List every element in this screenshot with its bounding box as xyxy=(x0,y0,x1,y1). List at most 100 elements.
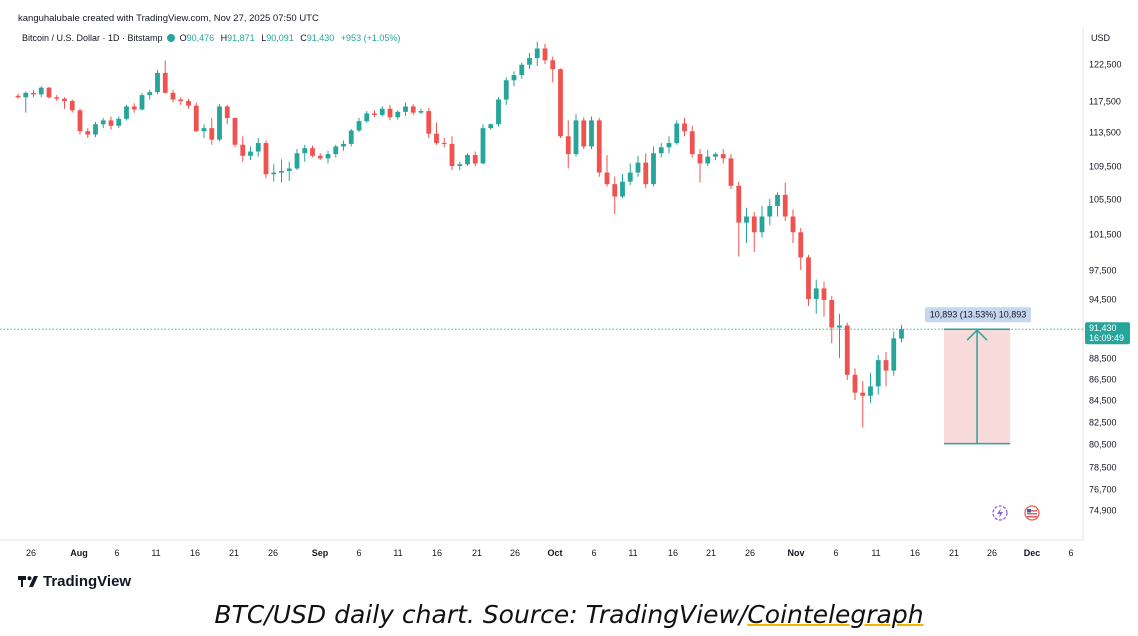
y-tick-label: 76,700 xyxy=(1089,485,1117,495)
candle-body xyxy=(751,216,757,233)
candle-body xyxy=(348,130,354,144)
close-value: 91,430 xyxy=(306,33,335,43)
x-tick-label: 6 xyxy=(1068,548,1073,558)
candle-body xyxy=(852,374,858,393)
caption-text: BTC/USD daily chart. Source: TradingView… xyxy=(214,600,748,629)
candle-body xyxy=(418,111,424,113)
candle-body xyxy=(255,143,261,152)
candle-body xyxy=(728,158,734,186)
candle-body xyxy=(100,120,106,125)
candle-body xyxy=(341,143,346,147)
created-by-line: kanguhalubale created with TradingView.c… xyxy=(18,13,319,24)
candle-body xyxy=(844,325,850,375)
candle-body xyxy=(782,194,788,217)
x-tick-label: 21 xyxy=(229,548,239,558)
candle-body xyxy=(54,97,60,99)
candle-body xyxy=(139,95,145,110)
tradingview-brand: TradingView xyxy=(18,573,131,590)
candle-body xyxy=(697,154,703,164)
candle-body xyxy=(457,164,463,166)
candle-body xyxy=(85,131,91,135)
x-tick-label: 6 xyxy=(114,548,119,558)
x-tick-label: 16 xyxy=(190,548,200,558)
candle-body xyxy=(813,288,819,299)
flag-stripe-icon xyxy=(1027,513,1037,515)
candle-body xyxy=(147,92,153,96)
candle-body xyxy=(503,80,509,100)
candle-body xyxy=(170,92,176,100)
candle-body xyxy=(589,120,594,147)
y-tick-label: 74,900 xyxy=(1089,506,1117,516)
candle-body xyxy=(829,299,835,328)
open-value: 90,476 xyxy=(186,33,215,43)
candle-body xyxy=(372,113,377,115)
candle-body xyxy=(705,156,711,164)
candle-body xyxy=(496,99,501,125)
x-tick-label: 21 xyxy=(949,548,959,558)
x-tick-label: 11 xyxy=(871,548,880,558)
candle-body xyxy=(689,131,695,155)
x-tick-label: 16 xyxy=(910,548,920,558)
candle-body xyxy=(465,154,470,165)
candle-body xyxy=(294,153,300,169)
range-arrow-head xyxy=(966,329,988,341)
candle-body xyxy=(472,154,478,164)
y-tick-label: 88,500 xyxy=(1089,354,1117,364)
candle-body xyxy=(565,136,571,155)
candle-body xyxy=(232,118,238,145)
candle-body xyxy=(883,360,889,371)
candle-body xyxy=(767,206,773,217)
candle-body xyxy=(410,106,416,113)
candle-body xyxy=(403,106,408,112)
candle-body xyxy=(891,338,897,371)
candle-body xyxy=(658,147,664,154)
candle-body xyxy=(69,101,75,111)
candle-body xyxy=(798,232,804,258)
candle-body xyxy=(449,143,455,166)
y-tick-label: 105,500 xyxy=(1089,195,1122,205)
candle-body xyxy=(201,128,207,132)
candle-body xyxy=(217,106,222,140)
candle-body xyxy=(604,172,610,185)
candle-body xyxy=(193,105,199,132)
candle-body xyxy=(434,133,439,144)
x-tick-label: 26 xyxy=(26,548,36,558)
x-tick-label: 26 xyxy=(268,548,278,558)
y-tick-label: 113,500 xyxy=(1089,128,1121,138)
price-chart[interactable]: 122,500 117,500 113,500 109,500 105,500 101,5… xyxy=(0,0,1138,600)
candle-body xyxy=(620,181,625,197)
candle-body xyxy=(263,143,269,175)
candle-body xyxy=(224,106,230,119)
candle-body xyxy=(596,120,602,173)
candle-body xyxy=(488,124,494,129)
candle-body xyxy=(248,151,253,156)
candle-body xyxy=(806,257,811,299)
candle-body xyxy=(46,87,52,98)
y-tick-label: 122,500 xyxy=(1089,60,1122,70)
candle-body xyxy=(77,110,83,132)
candle-body xyxy=(286,168,292,171)
y-tick-label: 94,500 xyxy=(1089,295,1117,305)
candle-body xyxy=(15,95,21,98)
candle-body xyxy=(271,172,277,175)
candle-body xyxy=(790,216,796,233)
candle-body xyxy=(666,143,672,148)
candle-body xyxy=(62,98,67,101)
last-price-value: 91,430 xyxy=(1089,323,1117,333)
range-label-text: 10,893 (13.53%) 10,893 xyxy=(930,310,1027,320)
y-tick-label: 78,500 xyxy=(1089,463,1117,473)
caption-link[interactable]: Cointelegraph xyxy=(747,600,924,629)
candle-body xyxy=(379,108,385,115)
candle-body xyxy=(860,392,866,396)
change-value: +953 (+1.05%) xyxy=(340,33,401,43)
candle-body xyxy=(279,170,284,173)
y-tick-label: 101,500 xyxy=(1089,230,1122,240)
candle-body xyxy=(542,48,548,61)
x-tick-label: 26 xyxy=(745,548,755,558)
candle-body xyxy=(333,146,339,155)
candle-body xyxy=(868,386,873,396)
lightning-glyph-icon xyxy=(997,508,1003,518)
candle-body xyxy=(116,118,122,126)
candle-body xyxy=(124,106,129,119)
candle-body xyxy=(651,153,656,185)
